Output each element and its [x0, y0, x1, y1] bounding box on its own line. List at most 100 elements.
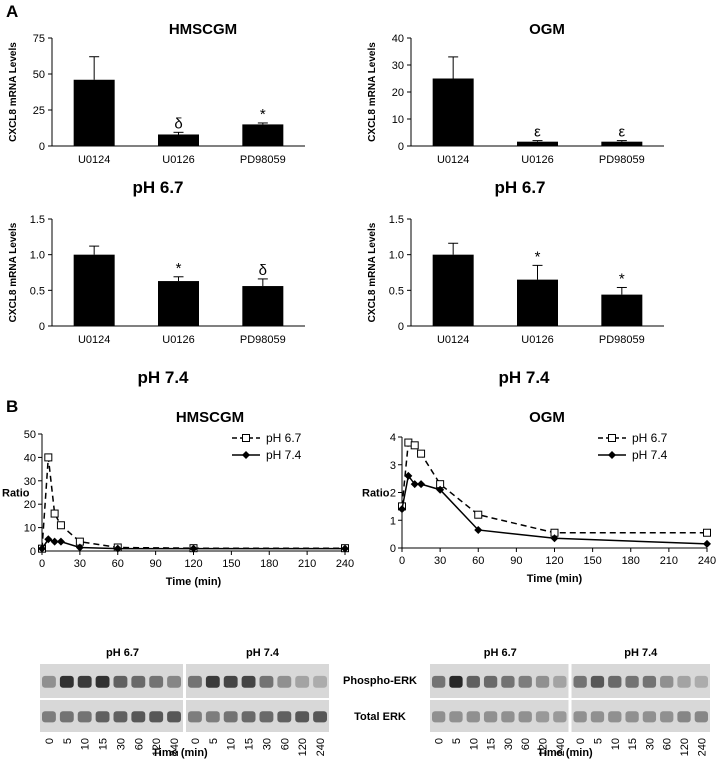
- chart-title: OGM: [529, 409, 565, 426]
- x-axis-label: Time (min): [166, 576, 222, 588]
- x-tick-label: 240: [336, 558, 354, 570]
- blot-right-phospho-74-band: [694, 675, 708, 688]
- blot-row-label: Phospho-ERK: [343, 675, 417, 687]
- y-tick-label: 0: [39, 321, 45, 333]
- blot-right-total-67-band: [535, 711, 550, 723]
- blot-right-total-74-band: [694, 711, 708, 723]
- y-tick-label: 1.0: [389, 250, 404, 262]
- data-point: [56, 537, 65, 546]
- condition-label: pH 6.7: [132, 178, 183, 197]
- significance-marker: *: [176, 260, 182, 277]
- lane-label: 15: [486, 738, 498, 750]
- bar-chart-ogm-ph74: 0 0.5 1.0 1.5 CXCL8 mRNA Levels U0124 U0126 * PD…: [367, 214, 664, 346]
- blot-left-phospho-74-band: [259, 675, 274, 688]
- panel-label-a: A: [6, 2, 18, 21]
- y-tick-label: 50: [24, 429, 36, 441]
- blot-right-phospho-67-band: [483, 675, 498, 688]
- category-label: PD98059: [240, 334, 286, 346]
- blot-left-total-67-band: [95, 711, 110, 723]
- y-tick-label: 3: [390, 460, 396, 472]
- lane-label: 10: [226, 738, 238, 750]
- blot-right-phospho-74-band: [608, 675, 622, 688]
- lane-label: 30: [644, 738, 656, 750]
- lane-label: 10: [80, 738, 92, 750]
- y-tick-label: 50: [33, 69, 45, 81]
- legend-marker: [242, 451, 250, 459]
- data-point: [189, 544, 198, 553]
- y-tick-label: 40: [392, 33, 404, 45]
- y-tick-label: 0.5: [389, 285, 404, 297]
- blot-group-label: pH 7.4: [624, 647, 658, 659]
- blot-right-total-67-band: [432, 711, 446, 723]
- blot-left-phospho-67-band: [149, 675, 164, 688]
- significance-marker: *: [619, 270, 625, 287]
- legend-label: pH 7.4: [266, 448, 302, 462]
- lane-label: 60: [662, 738, 674, 750]
- y-tick-label: 0: [398, 141, 404, 153]
- legend-marker: [608, 451, 616, 459]
- lane-label: 10: [610, 738, 622, 750]
- data-point: [50, 537, 59, 546]
- blot-right-total-74-band: [677, 711, 691, 723]
- x-tick-label: 90: [510, 555, 522, 567]
- significance-marker: ε: [534, 124, 541, 141]
- bar: [73, 254, 115, 326]
- significance-marker: ε: [618, 124, 625, 141]
- significance-marker: *: [260, 106, 266, 123]
- blot-left-total-67-band: [113, 711, 128, 723]
- bar: [242, 124, 284, 146]
- blot-right-total-67-band: [553, 711, 567, 723]
- lane-label: 5: [451, 738, 463, 744]
- x-tick-label: 60: [472, 555, 484, 567]
- data-point: [38, 544, 46, 553]
- blot-left-total-74-band: [277, 711, 292, 723]
- y-tick-label: 10: [392, 114, 404, 126]
- blot-right-phospho-67-band: [535, 675, 550, 688]
- significance-marker: δ: [259, 262, 267, 279]
- x-tick-label: 30: [74, 558, 86, 570]
- y-axis-label: CXCL8 mRNA Levels: [8, 222, 19, 322]
- blot-right-phospho-74-band: [660, 675, 674, 688]
- lane-label: 15: [244, 738, 256, 750]
- lane-label: 240: [555, 738, 567, 756]
- bar-chart-ogm: 0 10 20 30 40 CXCL8 mRNA Levels OGM pH 6.7 U0124…: [367, 21, 664, 197]
- x-tick-label: 0: [39, 558, 45, 570]
- blot-right-total-67-band: [483, 711, 498, 723]
- line-chart-ogm: OGM 0 1 2 3 4 0 30 60 90 120 150 180 210 240 Ratio Time …: [362, 409, 716, 585]
- lane-label: 240: [169, 738, 181, 756]
- line-chart-hmscgm: HMSCGM 0 10 20 30 40 50 0 30 60 90 120 150 180 210 240 R…: [2, 409, 354, 588]
- panel-label-b: B: [6, 397, 18, 416]
- data-point: [50, 509, 59, 518]
- blot-left-phospho-67-band: [113, 675, 128, 688]
- lane-label: 10: [468, 738, 480, 750]
- lane-label: 30: [261, 738, 273, 750]
- bar: [517, 141, 558, 146]
- bar: [432, 78, 474, 146]
- bar: [158, 281, 199, 326]
- y-tick-label: 1.5: [30, 214, 45, 226]
- y-tick-label: 0: [39, 141, 45, 153]
- x-tick-label: 60: [112, 558, 124, 570]
- lane-label: 240: [696, 738, 708, 756]
- legend-label: pH 7.4: [632, 448, 668, 462]
- legend-label: pH 6.7: [632, 431, 668, 445]
- lane-label: 15: [627, 738, 639, 750]
- data-point: [703, 539, 711, 548]
- blot-group-label: pH 6.7: [484, 647, 517, 659]
- row-label-left: pH 7.4: [137, 368, 189, 387]
- lane-label: 0: [434, 738, 446, 744]
- blot-right-phospho-74-band: [625, 675, 639, 688]
- lane-label: 120: [679, 738, 691, 756]
- bar: [601, 141, 643, 146]
- y-axis-label: CXCL8 mRNA Levels: [8, 42, 19, 142]
- category-label: U0124: [78, 154, 110, 166]
- y-tick-label: 0.5: [30, 285, 45, 297]
- blot-left-total-67-band: [131, 711, 146, 723]
- significance-marker: *: [535, 248, 541, 265]
- y-tick-label: 30: [24, 476, 36, 488]
- y-tick-label: 30: [392, 60, 404, 72]
- lane-label: 15: [98, 738, 110, 750]
- category-label: U0124: [437, 334, 469, 346]
- data-point: [341, 544, 349, 553]
- x-tick-label: 0: [399, 555, 405, 567]
